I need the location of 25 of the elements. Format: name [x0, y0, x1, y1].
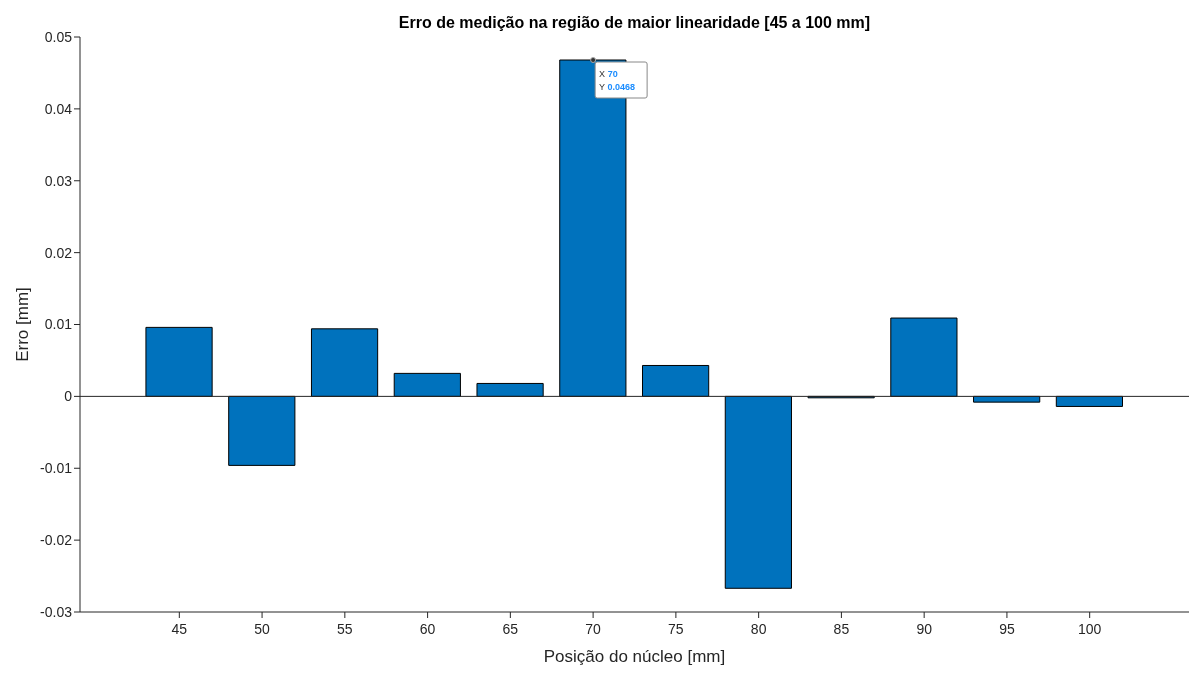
x-tick-label: 95	[999, 620, 1015, 637]
y-tick-label: 0.01	[44, 316, 73, 333]
x-tick-label: 50	[254, 620, 271, 637]
x-tick-label: 65	[502, 620, 519, 637]
x-tick-label: 90	[916, 620, 933, 637]
annotation: X 70 Y 0.0468	[599, 69, 635, 92]
x-tick-label: 85	[833, 620, 850, 637]
x-axis-title: Posição do núcleo [mm]	[543, 647, 726, 666]
y-tick-label: -0.03	[40, 603, 73, 620]
y-tick-label: 0.02	[44, 244, 73, 261]
x-tick-label: 80	[750, 620, 767, 637]
y-tick-label: 0.03	[44, 172, 73, 189]
y-axis-title: Erro [mm]	[13, 287, 33, 362]
x-tick-label: 55	[337, 620, 353, 637]
y-tick-label: 0.04	[44, 100, 73, 117]
x-tick-label: 75	[668, 620, 684, 637]
y-tick-label: -0.02	[40, 532, 73, 549]
x-tick-label: 70	[585, 620, 602, 637]
chart-title: Erro de medição na região de maior linearidade [45 a 100 mm]	[398, 14, 871, 31]
x-tick-label: 100	[1078, 620, 1102, 637]
y-tick-label: 0	[64, 388, 73, 405]
x-tick-label: 60	[419, 620, 436, 637]
y-tick-label: 0.05	[44, 28, 73, 45]
y-tick-label: -0.01	[40, 460, 73, 477]
x-tick-label: 45	[171, 620, 188, 637]
